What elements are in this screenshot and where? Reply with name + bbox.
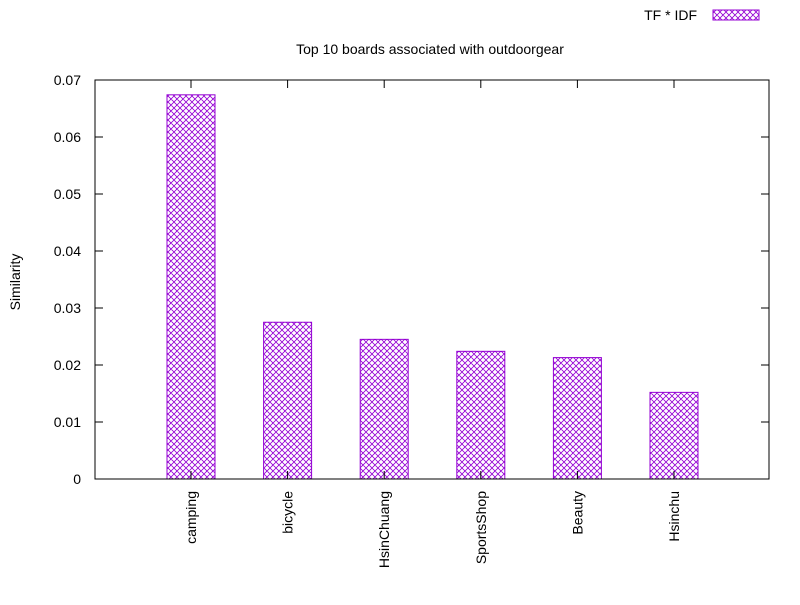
legend-label: TF * IDF — [644, 7, 697, 23]
bar-hsinchuang — [359, 338, 409, 480]
bar-hsinchu — [649, 391, 699, 480]
y-tick-label: 0.03 — [54, 300, 81, 316]
legend-swatch — [712, 9, 760, 21]
chart-title: Top 10 boards associated with outdoorgea… — [296, 41, 564, 57]
x-axis: camping bicycle HsinChuang SportsShop Beauty… — [183, 80, 682, 568]
y-axis: 0 0.01 0.02 0.03 0.04 0.05 0.06 0.07 — [54, 72, 769, 487]
y-tick-label: 0.02 — [54, 357, 81, 373]
x-tick-label: camping — [183, 491, 199, 544]
plot-frame — [94, 79, 770, 480]
x-tick-label: SportsShop — [473, 491, 489, 564]
y-axis-label: Similarity — [7, 254, 23, 311]
legend: TF * IDF — [644, 7, 760, 23]
y-tick-label: 0.06 — [54, 129, 81, 145]
x-tick-label: HsinChuang — [376, 491, 392, 568]
x-tick-label: Hsinchu — [666, 491, 682, 542]
bar-beauty — [552, 357, 602, 480]
x-tick-label: Beauty — [569, 491, 585, 535]
y-tick-label: 0.05 — [54, 186, 81, 202]
y-tick-label: 0.01 — [54, 414, 81, 430]
bar-bicycle — [263, 321, 313, 480]
y-tick-label: 0.07 — [54, 72, 81, 88]
y-tick-label: 0 — [73, 471, 81, 487]
bars — [166, 94, 699, 480]
bar-camping — [166, 94, 216, 480]
x-tick-label: bicycle — [280, 491, 296, 534]
bar-sportsshop — [456, 350, 506, 480]
y-tick-label: 0.04 — [54, 243, 81, 259]
